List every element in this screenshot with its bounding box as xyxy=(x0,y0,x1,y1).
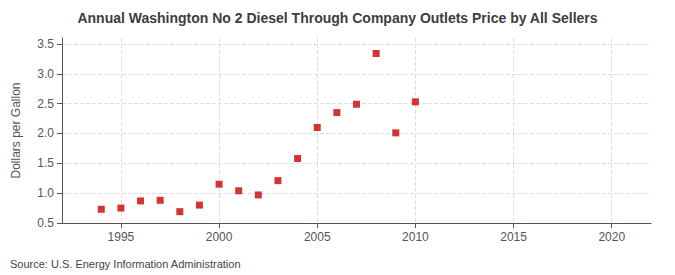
svg-text:1995: 1995 xyxy=(108,230,135,244)
svg-text:Dollars per Gallon: Dollars per Gallon xyxy=(9,82,23,178)
svg-text:2.5: 2.5 xyxy=(37,97,54,111)
svg-text:Annual Washington No 2 Diesel: Annual Washington No 2 Diesel Through Co… xyxy=(77,10,597,26)
svg-text:3.0: 3.0 xyxy=(37,67,54,81)
svg-text:2005: 2005 xyxy=(304,230,331,244)
svg-text:Source: U.S. Energy Informatio: Source: U.S. Energy Information Administ… xyxy=(10,258,241,270)
svg-text:1.0: 1.0 xyxy=(37,186,54,200)
svg-text:2000: 2000 xyxy=(206,230,233,244)
svg-text:2010: 2010 xyxy=(402,230,429,244)
svg-text:2.0: 2.0 xyxy=(37,126,54,140)
svg-text:3.5: 3.5 xyxy=(37,37,54,51)
svg-text:2015: 2015 xyxy=(500,230,527,244)
svg-text:1.5: 1.5 xyxy=(37,156,54,170)
svg-text:0.5: 0.5 xyxy=(37,216,54,230)
svg-text:2020: 2020 xyxy=(598,230,625,244)
